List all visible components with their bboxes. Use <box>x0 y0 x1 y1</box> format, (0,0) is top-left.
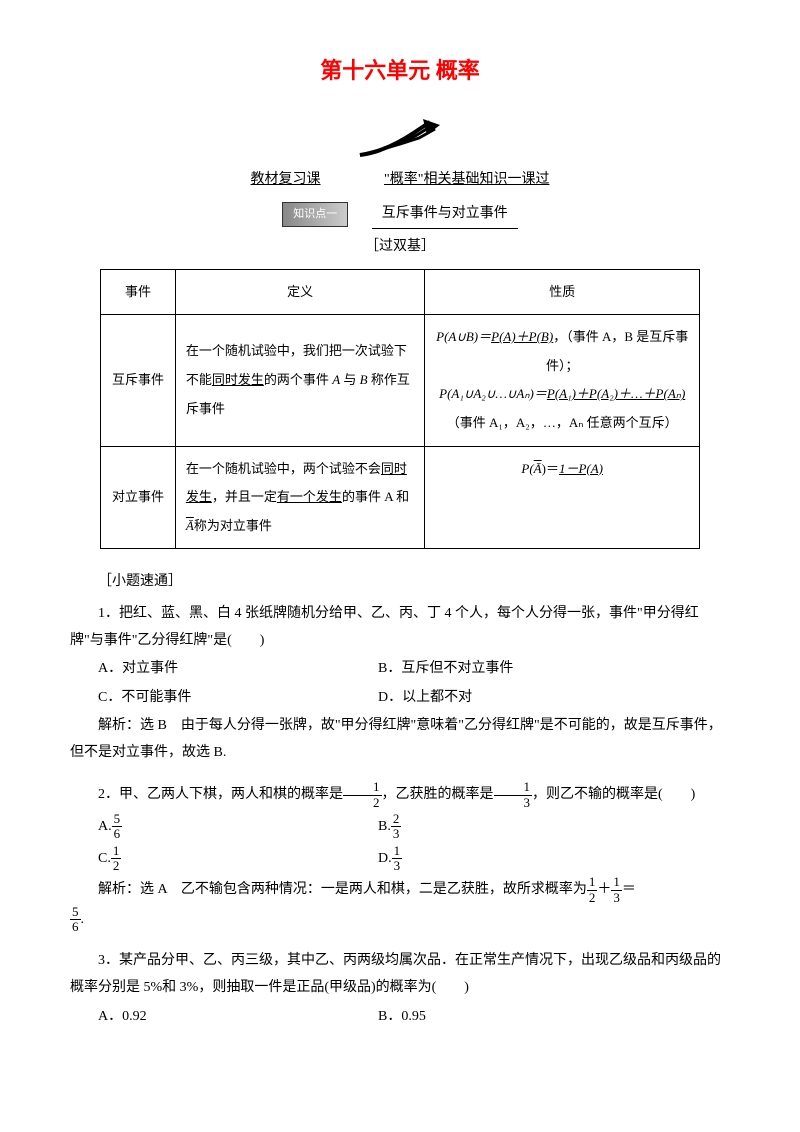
q3-opt-a: A．0.92 <box>98 1004 378 1031</box>
review-line: 教材复习课 "概率"相关基础知识一课过 <box>70 167 730 194</box>
table-row: 互斥事件 在一个随机试验中，我们把一次试验下不能同时发生的两个事件 A 与 B … <box>101 315 700 446</box>
question-2: 2．甲、乙两人下棋，两人和棋的概率是12，乙获胜的概率是13，则乙不输的概率是(… <box>70 780 730 810</box>
q2-opt-c: C.12 <box>98 844 378 874</box>
q1-opt-b: B．互斥但不对立事件 <box>378 656 658 683</box>
review-right: "概率"相关基础知识一课过 <box>384 172 549 187</box>
fraction: 12 <box>343 780 382 810</box>
q1-explanation: 解析：选 B 由于每人分得一张牌，故"甲分得红牌"意味着"乙分得红牌"是不可能的… <box>70 713 730 766</box>
knowledge-tag: 知识点一 <box>282 202 348 227</box>
table-header-row: 事件 定义 性质 <box>101 269 700 315</box>
q2-opt-a: A.56 <box>98 812 378 842</box>
q2-options-row1: A.56 B.23 <box>70 812 730 842</box>
q2-explanation: 解析：选 A 乙不输包含两种情况：一是两人和棋，二是乙获胜，故所求概率为12＋1… <box>70 875 730 934</box>
q2-opt-b: B.23 <box>378 812 658 842</box>
arrow-icon <box>355 117 445 157</box>
knowledge-label: 互斥事件与对立事件 <box>372 201 518 229</box>
question-1: 1．把红、蓝、黑、白 4 张纸牌随机分给甲、乙、丙、丁 4 个人，每个人分得一张… <box>70 601 730 654</box>
cell-mutex: 互斥事件 <box>101 315 176 446</box>
banner <box>70 117 730 157</box>
subheading: ［过双基］ <box>70 234 730 261</box>
q2-opt-d: D.13 <box>378 844 658 874</box>
speed-quiz-heading: ［小题速通］ <box>70 569 730 596</box>
fraction: 12 <box>587 875 598 905</box>
table-row: 对立事件 在一个随机试验中，两个试验不会同时发生，并且一定有一个发生的事件 A … <box>101 446 700 549</box>
th-property: 性质 <box>425 269 700 315</box>
cell-mutex-prop: P(A∪B)＝P(A)＋P(B)，（事件 A，B 是互斥事件）； P(A₁∪A₂… <box>425 315 700 446</box>
cell-opposite-prop: P(Ā)＝1－P(A) <box>425 446 700 549</box>
q1-opt-d: D．以上都不对 <box>378 685 658 712</box>
cell-mutex-def: 在一个随机试验中，我们把一次试验下不能同时发生的两个事件 A 与 B 称作互斥事… <box>175 315 425 446</box>
q2-options-row2: C.12 D.13 <box>70 844 730 874</box>
review-left: 教材复习课 <box>251 172 321 187</box>
cell-opposite: 对立事件 <box>101 446 176 549</box>
th-definition: 定义 <box>175 269 425 315</box>
q1-opt-a: A．对立事件 <box>98 656 378 683</box>
th-event: 事件 <box>101 269 176 315</box>
definition-table: 事件 定义 性质 互斥事件 在一个随机试验中，我们把一次试验下不能同时发生的两个… <box>100 269 700 550</box>
q1-options-row2: C．不可能事件 D．以上都不对 <box>70 685 730 712</box>
fraction: 56 <box>70 905 81 935</box>
knowledge-row: 知识点一 互斥事件与对立事件 <box>70 201 730 229</box>
fraction: 13 <box>611 875 622 905</box>
q1-opt-c: C．不可能事件 <box>98 685 378 712</box>
q3-opt-b: B．0.95 <box>378 1004 658 1031</box>
q1-options-row1: A．对立事件 B．互斥但不对立事件 <box>70 656 730 683</box>
unit-title: 第十六单元 概率 <box>70 50 730 92</box>
q3-options-row1: A．0.92 B．0.95 <box>70 1004 730 1031</box>
fraction: 13 <box>494 780 533 810</box>
question-3: 3．某产品分甲、乙、丙三级，其中乙、丙两级均属次品．在正常生产情况下，出现乙级品… <box>70 948 730 1001</box>
cell-opposite-def: 在一个随机试验中，两个试验不会同时发生，并且一定有一个发生的事件 A 和Ā称为对… <box>175 446 425 549</box>
